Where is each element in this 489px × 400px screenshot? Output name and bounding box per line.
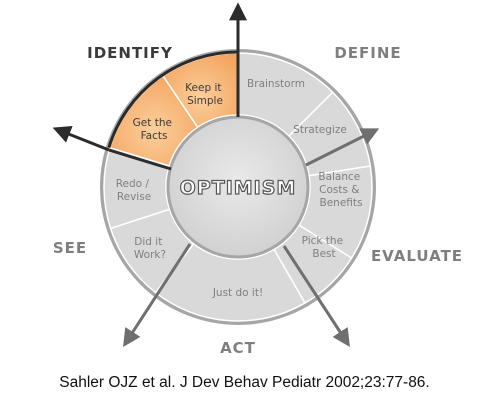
step-strategize: Strategize bbox=[293, 124, 347, 136]
stage-label-see: SEE bbox=[53, 239, 87, 257]
identify-edge-left bbox=[108, 148, 172, 171]
step-balance-costs-benefits: Balance Costs & Benefits bbox=[318, 171, 363, 209]
arrow-right bbox=[305, 128, 380, 167]
stage-label-act: ACT bbox=[220, 339, 256, 357]
citation-text: Sahler OJZ et al. J Dev Behav Pediatr 20… bbox=[59, 374, 430, 391]
step-redo-revise: Redo / Revise bbox=[116, 178, 153, 203]
step-pick-the-best: Pick the Best bbox=[302, 235, 347, 260]
step-just-do-it: Just do it! bbox=[212, 287, 263, 299]
arrow-left bbox=[52, 125, 110, 152]
stage-label-define: DEFINE bbox=[334, 44, 401, 62]
step-brainstorm: Brainstorm bbox=[247, 78, 305, 90]
step-keep-it-simple: Keep it Simple bbox=[185, 82, 225, 107]
step-did-it-work: Did it Work? bbox=[134, 236, 166, 261]
arrow-bottom-left bbox=[123, 243, 192, 348]
arrow-bottom-right bbox=[282, 245, 350, 348]
step-get-the-facts: Get the Facts bbox=[133, 117, 176, 142]
identify-outer-arc bbox=[107, 50, 239, 148]
stage-label-identify: IDENTIFY bbox=[87, 44, 173, 62]
center-label: OPTIMISM bbox=[180, 177, 297, 199]
stage-label-evaluate: EVALUATE bbox=[371, 247, 463, 265]
segment-group bbox=[103, 50, 373, 322]
